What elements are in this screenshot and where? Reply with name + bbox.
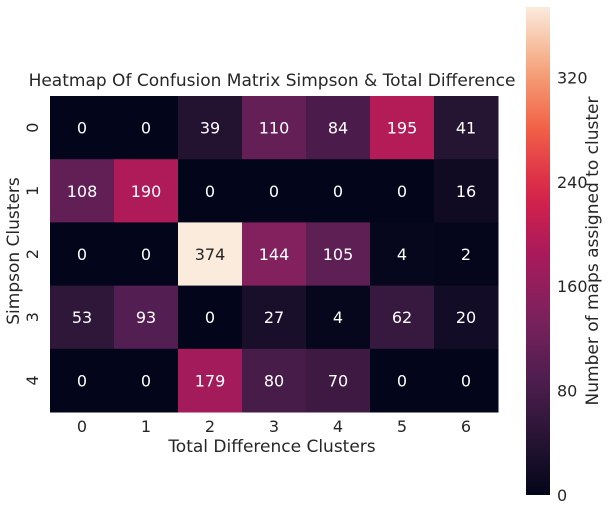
heatmap-cell — [50, 348, 115, 413]
cell-value-label: 0 — [269, 182, 279, 201]
heatmap-cell — [178, 285, 243, 350]
heatmap-cell — [178, 159, 243, 223]
cell-value-label: 0 — [77, 245, 87, 264]
cell-value-label: 4 — [397, 245, 407, 264]
heatmap-cell — [178, 222, 243, 287]
heatmap-cell — [50, 285, 115, 350]
y-tick-label: 2 — [23, 249, 42, 259]
heatmap-cell — [242, 348, 307, 413]
heatmap-cell — [306, 222, 371, 287]
cell-value-label: 179 — [195, 371, 226, 390]
cell-value-label: 0 — [77, 371, 87, 390]
cell-value-label: 144 — [259, 245, 290, 264]
heatmap-cell — [242, 222, 307, 287]
heatmap-cell — [306, 348, 371, 413]
heatmap-cell — [434, 159, 499, 223]
x-tick-label: 2 — [205, 417, 215, 436]
colorbar — [526, 7, 550, 495]
cell-value-label: 105 — [323, 245, 354, 264]
x-tick-label: 3 — [269, 417, 279, 436]
heatmap-cell — [370, 159, 435, 223]
cell-value-label: 20 — [456, 308, 476, 327]
cell-value-label: 41 — [456, 119, 476, 138]
x-tick-label: 4 — [333, 417, 343, 436]
cell-value-label: 0 — [141, 371, 151, 390]
heatmap-cell — [114, 348, 179, 413]
heatmap-cell — [50, 222, 115, 287]
heatmap-cell — [306, 96, 371, 160]
heatmap-cell — [434, 96, 499, 160]
cell-value-label: 0 — [397, 182, 407, 201]
y-axis-ticks: 0 1 2 3 4 — [23, 123, 42, 386]
colorbar-tick-label: 160 — [557, 277, 588, 296]
heatmap-cell — [50, 159, 115, 223]
heatmap-cell — [114, 96, 179, 160]
heatmap-cell — [178, 96, 243, 160]
heatmap-cell — [306, 159, 371, 223]
x-axis-label: Total Difference Clusters — [167, 437, 375, 457]
cell-value-label: 190 — [131, 182, 162, 201]
heatmap-cell — [434, 285, 499, 350]
cell-value-label: 53 — [72, 308, 92, 327]
heatmap-cell — [50, 96, 115, 160]
cell-value-label: 0 — [77, 119, 87, 138]
cell-value-label: 0 — [397, 371, 407, 390]
cell-value-label: 0 — [461, 371, 471, 390]
heatmap-cell — [370, 285, 435, 350]
x-tick-label: 0 — [77, 417, 87, 436]
colorbar-tick-label: 80 — [557, 382, 577, 401]
cell-value-label: 0 — [333, 182, 343, 201]
y-tick-label: 3 — [23, 312, 42, 322]
x-axis-ticks: 0 1 2 3 4 5 6 — [77, 417, 471, 436]
heatmap-cell — [370, 96, 435, 160]
y-axis-label: Simpson Clusters — [4, 177, 24, 325]
cell-value-label: 0 — [205, 308, 215, 327]
colorbar-label: Number of maps assigned to cluster — [583, 97, 603, 406]
colorbar-tick-label: 240 — [557, 173, 588, 192]
cell-value-label: 4 — [333, 308, 343, 327]
heatmap-cell — [306, 285, 371, 350]
cell-value-label: 27 — [264, 308, 284, 327]
heatmap-cell — [370, 222, 435, 287]
colorbar-ticks: 0 80 160 240 320 — [557, 68, 588, 505]
heatmap-cell — [114, 159, 179, 223]
cell-value-label: 195 — [387, 119, 418, 138]
cell-value-label: 93 — [136, 308, 156, 327]
x-tick-label: 6 — [461, 417, 471, 436]
cell-value-label: 2 — [461, 245, 471, 264]
cell-value-label: 0 — [205, 182, 215, 201]
colorbar-tick-label: 0 — [557, 486, 567, 505]
heatmap-cell — [434, 222, 499, 287]
heatmap-cell — [242, 285, 307, 350]
cell-value-label: 0 — [141, 245, 151, 264]
heatmap-cell — [114, 222, 179, 287]
cell-value-label: 16 — [456, 182, 476, 201]
x-tick-label: 1 — [141, 417, 151, 436]
cell-value-label: 70 — [328, 371, 348, 390]
y-tick-label: 1 — [23, 186, 42, 196]
chart-title: Heatmap Of Confusion Matrix Simpson & To… — [29, 71, 516, 91]
heatmap-cell — [114, 285, 179, 350]
heatmap-cell — [434, 348, 499, 413]
heatmap-cell — [178, 348, 243, 413]
y-tick-label: 4 — [23, 375, 42, 385]
heatmap-cell — [242, 159, 307, 223]
colorbar-tick-label: 320 — [557, 68, 588, 87]
x-tick-label: 5 — [397, 417, 407, 436]
heatmap-cell — [242, 96, 307, 160]
heatmap-cells: 0 0 39 110 84 195 41 108 190 0 0 0 0 16 0 0 374 144 105 4 2 5… — [50, 96, 499, 413]
heatmap-cell — [370, 348, 435, 413]
y-tick-label: 0 — [23, 123, 42, 133]
cell-value-label: 84 — [328, 119, 348, 138]
cell-value-label: 0 — [141, 119, 151, 138]
cell-value-label: 108 — [67, 182, 98, 201]
cell-value-label: 62 — [392, 308, 412, 327]
cell-value-label: 110 — [259, 119, 290, 138]
cell-value-label: 80 — [264, 371, 284, 390]
cell-value-label: 374 — [195, 245, 226, 264]
cell-value-label: 39 — [200, 119, 220, 138]
